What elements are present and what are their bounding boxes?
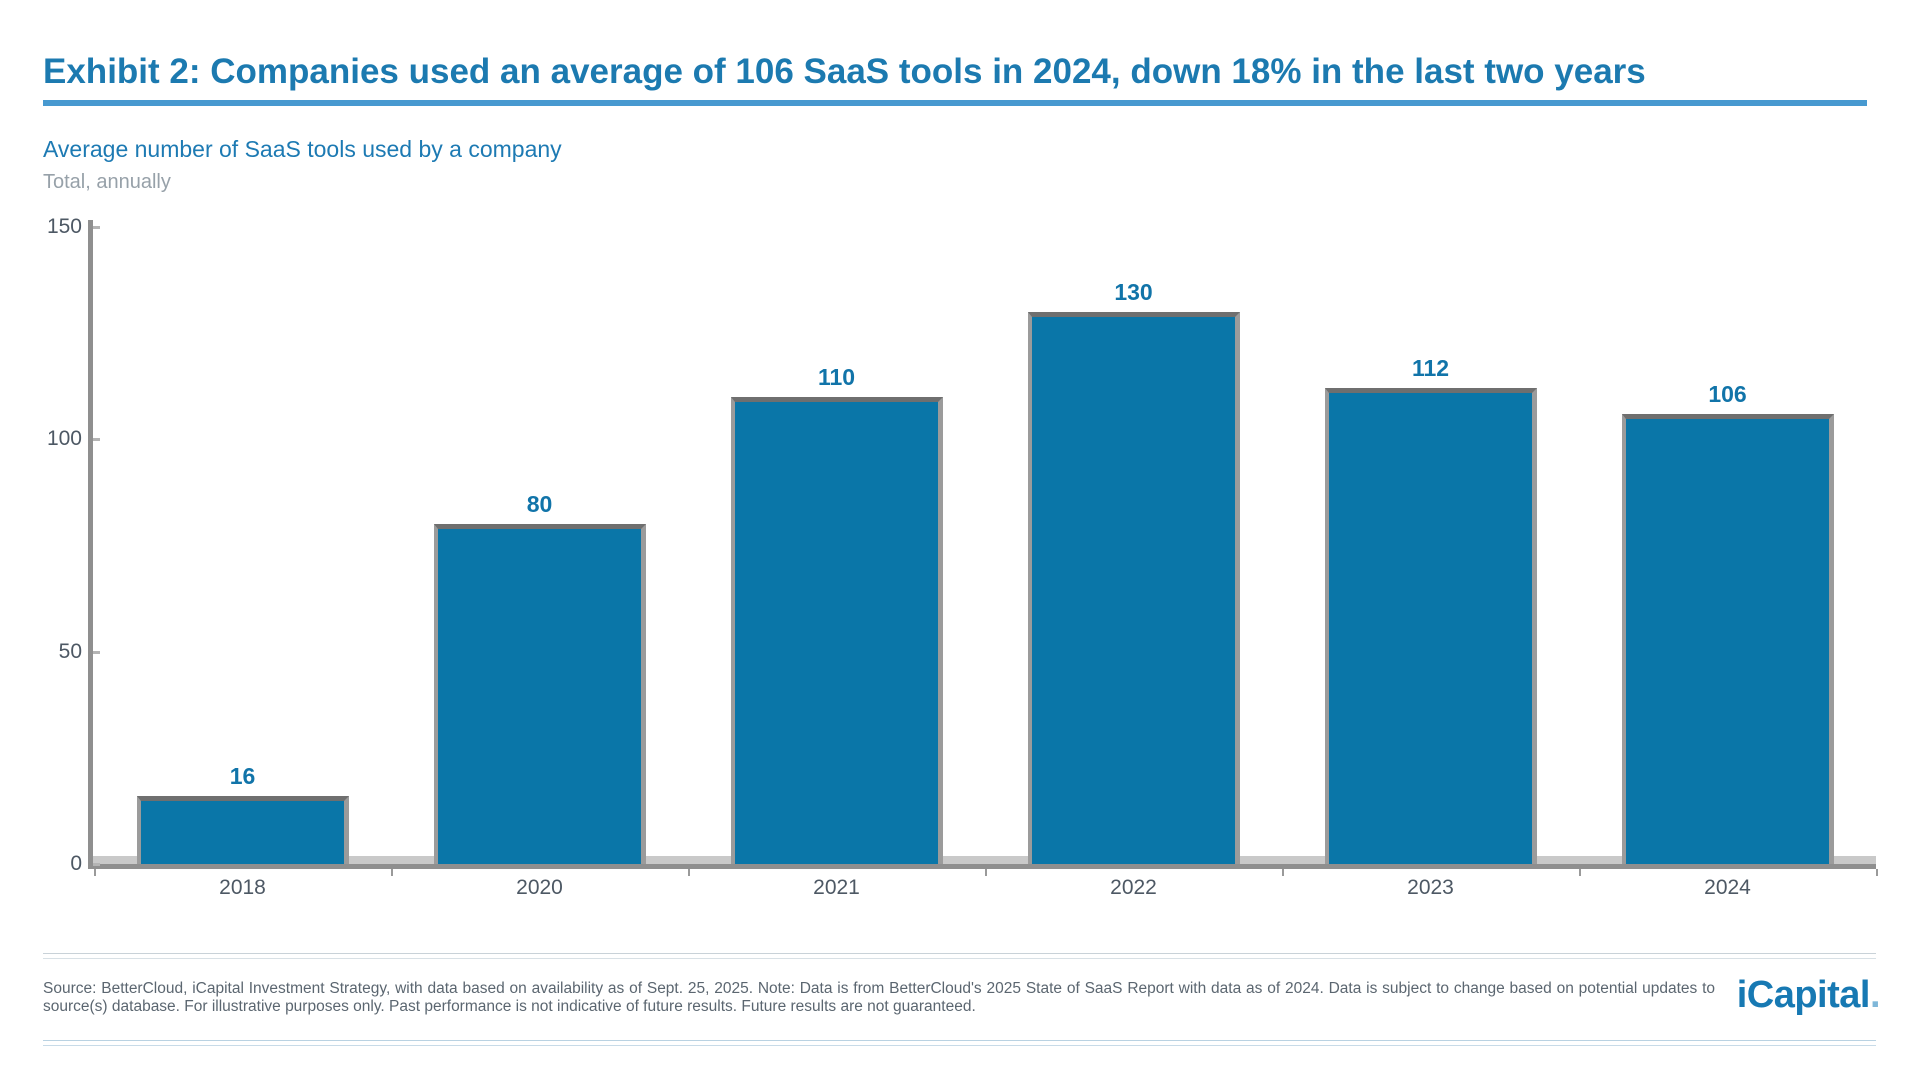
x-axis-label-2023: 2023	[1407, 876, 1454, 899]
bar-2021	[730, 396, 943, 864]
icapital-logo: iCapital.	[1736, 974, 1881, 1017]
y-tick-mark	[93, 438, 100, 442]
footer-bottom-divider	[43, 1040, 1876, 1046]
x-axis-label-2024: 2024	[1704, 876, 1751, 899]
x-axis-label-2021: 2021	[813, 876, 860, 899]
y-tick-label: 100	[46, 427, 82, 451]
bar-2022	[1027, 311, 1240, 864]
x-tick-mark	[1282, 869, 1284, 876]
y-tick-label: 150	[46, 215, 82, 238]
x-axis-label-2018: 2018	[219, 876, 266, 899]
bar-value-label-2023: 112	[1411, 355, 1450, 382]
icapital-logo-text: iCapital	[1736, 974, 1871, 1016]
bar-2023	[1324, 388, 1537, 864]
x-tick-mark	[94, 869, 96, 876]
exhibit-title: Exhibit 2: Companies used an average of …	[43, 52, 1646, 91]
bar-value-label-2024: 106	[1708, 380, 1747, 407]
x-axis-label-2022: 2022	[1110, 876, 1157, 899]
footer-top-divider	[43, 953, 1876, 959]
x-axis-label-2020: 2020	[516, 876, 563, 899]
y-tick-mark	[93, 863, 100, 866]
chart-title: Average number of SaaS tools used by a c…	[43, 136, 562, 162]
bar-value-label-2021: 110	[817, 363, 856, 390]
chart-caption: Total, annually	[43, 171, 171, 193]
bar-2020	[433, 524, 646, 864]
y-tick-mark	[93, 650, 100, 654]
y-axis-line	[88, 220, 93, 869]
bar-2018	[136, 796, 349, 864]
x-tick-mark	[1579, 869, 1581, 876]
x-axis-band	[88, 856, 1876, 864]
source-note: Source: BetterCloud, iCapital Investment…	[43, 980, 1715, 1015]
y-tick-label: 0	[70, 852, 82, 875]
y-tick-mark	[93, 226, 100, 229]
y-tick-label: 50	[58, 639, 82, 663]
bar-value-label-2020: 80	[526, 491, 553, 518]
x-tick-mark	[688, 869, 690, 876]
icapital-logo-dot: .	[1869, 974, 1881, 1016]
x-tick-mark	[391, 869, 393, 876]
bar-value-label-2018: 16	[229, 763, 256, 790]
x-axis-line	[88, 864, 1876, 869]
title-underline-rule	[43, 100, 1867, 106]
x-tick-mark	[1876, 869, 1878, 876]
x-tick-mark	[985, 869, 987, 876]
bar-2024	[1621, 413, 1834, 864]
bar-value-label-2022: 130	[1114, 278, 1153, 305]
